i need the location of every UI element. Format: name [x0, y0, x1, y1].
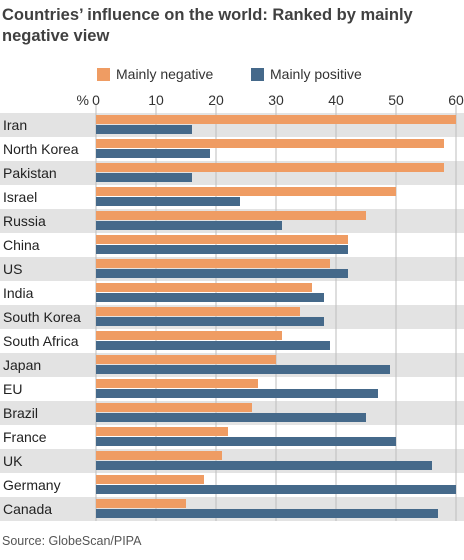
category-label: North Korea	[3, 141, 79, 157]
bar-negative	[96, 163, 444, 172]
bar-positive	[96, 221, 282, 230]
bar-chart: 0 10 20 30 40 50 60% Iran North Korea Pakistan Isr…	[0, 92, 464, 521]
x-tick-label: 50	[388, 92, 404, 108]
bar-negative	[96, 211, 366, 220]
category-label: Canada	[3, 501, 52, 517]
bar-positive	[96, 125, 192, 134]
bar-positive	[96, 389, 378, 398]
bar-positive	[96, 461, 432, 470]
source-note: Source: GlobeScan/PIPA	[2, 534, 142, 548]
bar-positive	[96, 341, 330, 350]
bar-positive	[96, 293, 324, 302]
category-label: China	[3, 237, 40, 253]
x-tick-label: 60	[448, 92, 464, 108]
x-tick-label: 40	[328, 92, 344, 108]
category-label: US	[3, 261, 22, 277]
category-label: South Korea	[3, 309, 81, 325]
bar-positive	[96, 317, 324, 326]
category-label: Russia	[3, 213, 46, 229]
bar-negative	[96, 259, 330, 268]
bar-negative	[96, 499, 186, 508]
bar-positive	[96, 509, 438, 518]
x-tick-label: 0	[92, 92, 100, 108]
bar-negative	[96, 235, 348, 244]
bar-positive	[96, 173, 192, 182]
category-label: EU	[3, 381, 22, 397]
legend-swatch-positive	[251, 68, 264, 81]
category-label: France	[3, 429, 47, 445]
x-axis-unit: %	[77, 92, 89, 108]
bar-negative	[96, 379, 258, 388]
bar-positive	[96, 365, 390, 374]
category-label: Japan	[3, 357, 41, 373]
legend: Mainly negative Mainly positive	[0, 66, 464, 86]
category-label: Pakistan	[3, 165, 57, 181]
bar-negative	[96, 115, 456, 124]
bar-negative	[96, 331, 282, 340]
bar-negative	[96, 451, 222, 460]
chart-title: Countries’ influence on the world: Ranke…	[2, 6, 413, 45]
bar-positive	[96, 245, 348, 254]
bar-negative	[96, 283, 312, 292]
bar-positive	[96, 485, 456, 494]
legend-label-positive: Mainly positive	[270, 66, 362, 82]
bar-positive	[96, 269, 348, 278]
x-tick-label: 20	[208, 92, 224, 108]
category-label: Iran	[3, 117, 27, 133]
bar-positive	[96, 437, 396, 446]
x-tick-label: 30	[268, 92, 284, 108]
bar-positive	[96, 197, 240, 206]
x-tick-label: 10	[148, 92, 164, 108]
bar-negative	[96, 355, 276, 364]
category-label: Brazil	[3, 405, 38, 421]
bar-positive	[96, 149, 210, 158]
bar-negative	[96, 187, 396, 196]
category-label: Germany	[3, 477, 61, 493]
bar-negative	[96, 307, 300, 316]
bar-negative	[96, 475, 204, 484]
bar-negative	[96, 403, 252, 412]
category-label: UK	[3, 453, 23, 469]
bar-negative	[96, 139, 444, 148]
category-label: Israel	[3, 189, 37, 205]
category-label: India	[3, 285, 34, 301]
legend-label-negative: Mainly negative	[116, 66, 214, 82]
bar-negative	[96, 427, 228, 436]
category-label: South Africa	[3, 333, 79, 349]
bar-positive	[96, 413, 366, 422]
legend-swatch-negative	[97, 68, 110, 81]
